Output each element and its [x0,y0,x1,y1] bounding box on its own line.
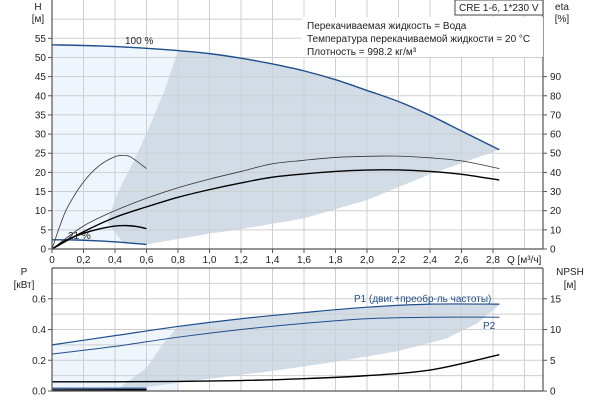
y-right-tick-label: 20 [550,206,562,217]
x-tick-label: 2,0 [360,255,374,266]
y-right-tick-label: 90 [550,72,562,83]
info-density: Плотность = 998.2 кг/м³ [307,47,417,58]
h-axis-label: H [34,2,41,13]
y-left-tick-label: 45 [35,72,47,83]
x-tick-label: 0,4 [108,255,122,266]
p1-label: P1 (двиг.+преобр-ль частоты) [354,293,491,305]
series-h-100- [51,44,500,151]
info-box [302,17,543,57]
series-eta-21-pump- [51,155,147,250]
operating-range-region [107,50,500,245]
p-axis-unit: [кВт] [14,280,35,291]
x-tick-label: 2,8 [486,255,500,266]
y-left-tick-label: 0.4 [32,325,46,336]
y-right-tick-label: 0 [550,245,556,256]
y-left-tick-label: 55 [35,34,47,45]
chart-title: CRE 1-6, 1*230 V [459,3,539,14]
y-right-tick-label: 40 [550,168,562,179]
annotation-100-percent: 100 % [125,36,153,47]
title-box [454,0,544,16]
series-p2 [51,316,500,355]
y-right-tick-label: 0 [550,387,556,398]
y-right-tick-label: 10 [550,325,562,336]
y-left-tick-label: 5 [40,225,46,236]
series-eta-21-total- [51,224,147,250]
y-right-tick-label: 80 [550,91,562,102]
y-right-tick-label: 10 [550,225,562,236]
y-left-tick-label: 35 [35,110,47,121]
y-right-tick-label: 15 [550,294,562,305]
y-left-tick-label: 0.0 [32,387,46,398]
series-p1 [51,303,500,346]
y-left-tick-label: 0.6 [32,294,46,305]
y-left-tick-label: 25 [35,149,47,160]
y-left-tick-label: 30 [35,130,47,141]
x-tick-label: 1,2 [234,255,248,266]
p2-label: P2 [483,321,496,332]
x-tick-label: 0 [49,255,55,266]
y-right-tick-label: 30 [550,187,562,198]
series-npsh [51,354,500,383]
y-left-tick-label: 20 [35,168,47,179]
power-npsh-plot: 0.0 0.2 0.4 0.6 0 5 10 15 [32,267,562,398]
h-axis-unit: [м] [32,14,45,25]
npsh-axis-label: NPSH [556,267,584,278]
x-tick-label: 2,2 [392,255,406,266]
x-tick-label: 1,6 [297,255,311,266]
p-axis-label: P [21,267,28,278]
y-left-tick-label: 0.2 [32,356,46,367]
x-tick-label: 0,8 [171,255,185,266]
x-tick-label: 0,6 [140,255,154,266]
info-temperature: Температура перекачиваемой жидкости = 20… [307,34,530,45]
series-eta-100-pump- [51,155,500,250]
y-left-tick-label: 0 [40,245,46,256]
y-right-tick-label: 50 [550,149,562,160]
x-tick-label: 2,4 [423,255,437,266]
annotation-21-percent: 21 % [68,231,91,242]
operating-range-region [115,304,500,391]
y-left-tick-label: 40 [35,91,47,102]
y-right-tick-label: 5 [550,356,556,367]
head-efficiency-plot: 0 5 10 15 20 25 30 35 40 45 50 55 0 10 20 30 40 50 60 70 80 9… [35,0,562,266]
eta-axis-unit: [%] [555,14,570,25]
y-left-tick-label: 50 [35,53,47,64]
y-right-tick-label: 70 [550,110,562,121]
x-tick-label: 1,0 [203,255,217,266]
series-eta-100-total- [51,169,500,250]
eta-axis-label: eta [555,2,569,13]
x-tick-label: 2,6 [455,255,469,266]
x-tick-label: 1,4 [266,255,280,266]
y-left-tick-label: 10 [35,206,47,217]
y-left-tick-label: 15 [35,187,47,198]
x-tick-label: 1,8 [329,255,343,266]
x-tick-label: 0,2 [77,255,91,266]
q-axis-label: Q [м³/ч] [507,255,542,266]
y-right-tick-label: 60 [550,130,562,141]
info-liquid: Перекачиваемая жидкость = Вода [307,21,467,32]
npsh-axis-unit: [м] [564,280,577,291]
